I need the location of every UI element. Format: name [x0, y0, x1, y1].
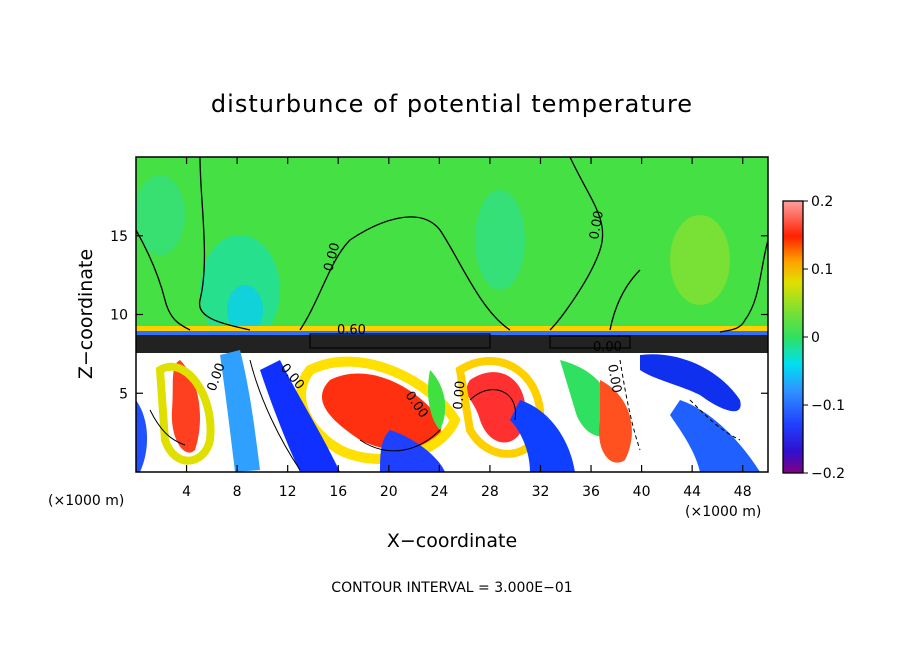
x-tick-label: 40: [633, 484, 651, 500]
contour-lower-6: [149, 409, 186, 446]
contour-upper-3: [549, 157, 604, 331]
inversion-band: [136, 326, 768, 334]
chart-title: disturbunce of potential temperature: [211, 90, 693, 118]
turb-red-4: [599, 380, 632, 463]
turb-blue-2: [220, 350, 260, 472]
contour-lower-1: [249, 359, 301, 471]
contour-upper-1: [199, 157, 251, 331]
colorbar-tick-label: −0.2: [811, 466, 845, 482]
turb-blue-6: [670, 400, 760, 472]
colorbar-ticks: 0.2 0.1 0 −0.1 −0.2: [803, 194, 845, 482]
contour-lower-5: [689, 399, 741, 441]
x-tick-label: 24: [430, 484, 448, 500]
contour-inversion-box-1: [309, 333, 491, 349]
contour-interval-footer: CONTOUR INTERVAL = 3.000E−01: [331, 580, 572, 596]
contour-upper-2: [299, 216, 511, 331]
contour-lower-3: [469, 389, 516, 421]
colorbar-tick-label: 0.2: [811, 194, 833, 210]
y-tick-label: 15: [110, 229, 128, 245]
upper-cyan-patch-2: [227, 285, 263, 335]
x-tick-label: 16: [329, 484, 347, 500]
colorbar-tick-label: 0.1: [811, 262, 833, 278]
turb-blue-5: [640, 354, 741, 412]
contour-lower-4: [619, 359, 641, 451]
x-axis-label: X−coordinate: [387, 530, 517, 552]
x-tick-label: 8: [233, 484, 242, 500]
y-tick-label: 5: [119, 386, 128, 402]
x-tick-label: 32: [532, 484, 550, 500]
contour-upper-5: [719, 239, 768, 333]
x-unit-right: (×1000 m): [685, 504, 761, 520]
turb-red-1: [321, 373, 442, 451]
contour-upper-6: [609, 269, 641, 331]
colorbar-tick-label: 0: [811, 330, 820, 346]
plot-field: 0.00 0.00 0.00 0.60 0.00 0.00 0.00 0.00 …: [136, 157, 768, 472]
x-tick-label: 12: [279, 484, 297, 500]
inversion-band-blue: [136, 331, 768, 335]
contour-label: 0.00: [321, 241, 343, 273]
x-tick-label: 20: [380, 484, 398, 500]
y-axis-ticks: 5 10 15: [110, 229, 768, 402]
contour-label: 0.00: [451, 380, 468, 410]
upper-cyan-patch-3: [475, 190, 525, 290]
x-tick-label: 44: [683, 484, 701, 500]
lower-dark-strip: [136, 335, 768, 353]
x-tick-label: 36: [582, 484, 600, 500]
turb-blue-7: [380, 430, 445, 472]
upper-yellowgreen-patch: [670, 215, 730, 305]
x-tick-label: 4: [182, 484, 191, 500]
y-tick-label: 10: [110, 308, 128, 324]
y-axis-label: Z−coordinate: [75, 249, 97, 379]
turb-blue-1: [260, 360, 340, 472]
x-tick-label: 28: [481, 484, 499, 500]
x-unit-left: (×1000 m): [48, 493, 124, 509]
upper-cyan-patch-4: [136, 175, 185, 255]
contour-lower-2: [359, 429, 441, 452]
contour-upper-4: [136, 229, 191, 331]
colorbar: [782, 200, 804, 474]
turb-green-1: [560, 360, 613, 437]
turb-green-2: [428, 370, 446, 430]
contour-inversion-box-2: [549, 335, 631, 349]
turb-blue-4: [510, 400, 575, 472]
colorbar-tick-label: −0.1: [811, 398, 845, 414]
contour-label: 0.00: [604, 363, 624, 394]
contour-label: 0.00: [593, 340, 622, 355]
x-axis-ticks: 4 8 12 16 20 24 28 32 36 40 44 48: [182, 157, 752, 500]
turb-red-3: [466, 372, 526, 443]
x-tick-label: 48: [734, 484, 752, 500]
contour-label: 0.60: [337, 323, 366, 338]
turb-yellow-2: [155, 362, 215, 465]
turb-blue-3: [136, 400, 148, 472]
contour-label: 0.00: [587, 210, 607, 241]
